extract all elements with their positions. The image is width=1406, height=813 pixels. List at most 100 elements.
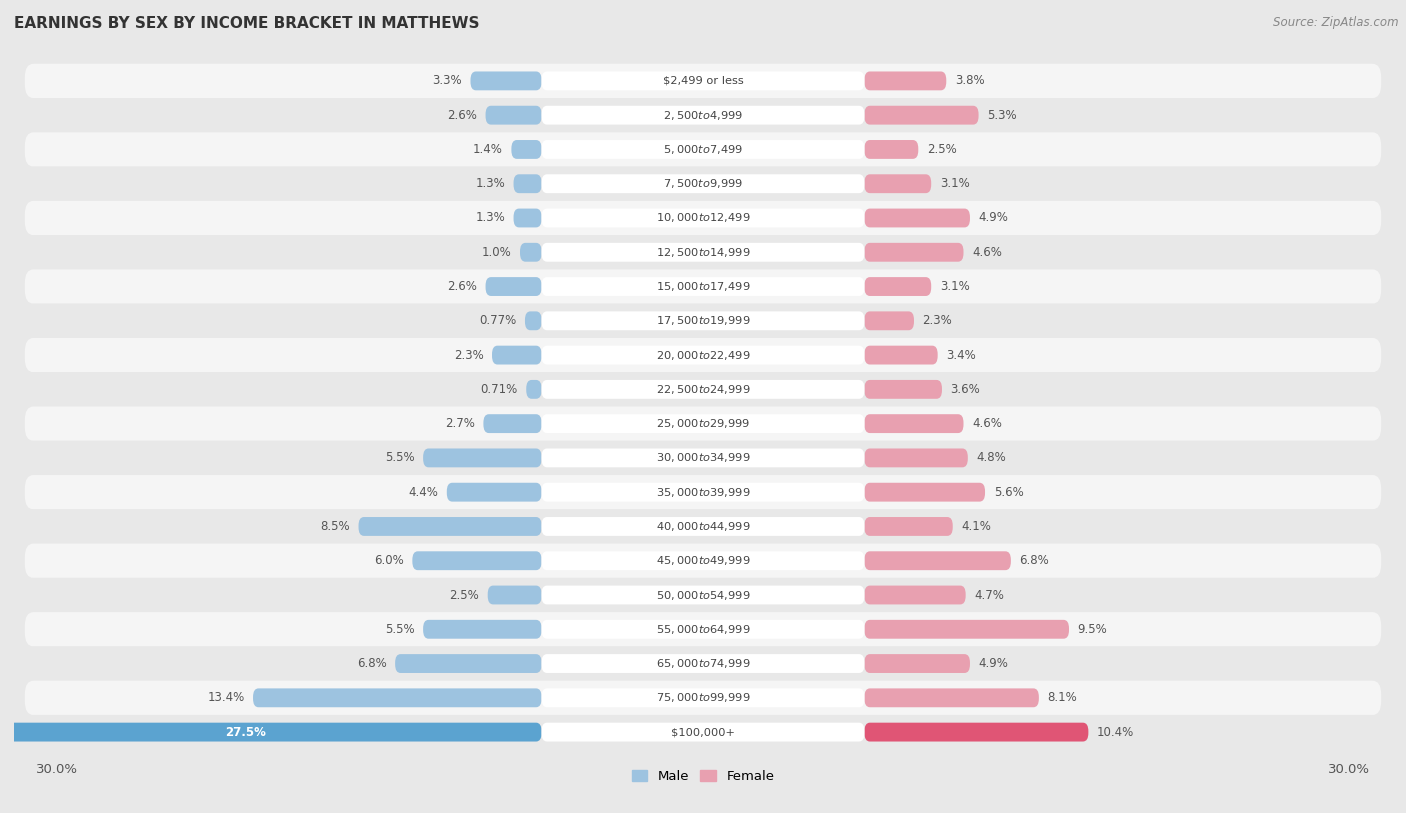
Text: 5.3%: 5.3% [987, 109, 1017, 122]
FancyBboxPatch shape [25, 646, 1381, 680]
FancyBboxPatch shape [541, 243, 865, 262]
FancyBboxPatch shape [865, 654, 970, 673]
Text: 2.3%: 2.3% [454, 349, 484, 362]
Text: 1.3%: 1.3% [475, 211, 505, 224]
FancyBboxPatch shape [865, 723, 1088, 741]
Text: 4.1%: 4.1% [962, 520, 991, 533]
Text: 2.6%: 2.6% [447, 280, 477, 293]
FancyBboxPatch shape [541, 414, 865, 433]
Text: 0.71%: 0.71% [481, 383, 517, 396]
Text: $20,000 to $22,499: $20,000 to $22,499 [655, 349, 751, 362]
Legend: Male, Female: Male, Female [626, 764, 780, 788]
FancyBboxPatch shape [513, 209, 541, 228]
Text: $7,500 to $9,999: $7,500 to $9,999 [664, 177, 742, 190]
Text: 3.6%: 3.6% [950, 383, 980, 396]
FancyBboxPatch shape [423, 620, 541, 639]
FancyBboxPatch shape [0, 723, 541, 741]
FancyBboxPatch shape [865, 483, 986, 502]
Text: $10,000 to $12,499: $10,000 to $12,499 [655, 211, 751, 224]
Text: 2.7%: 2.7% [444, 417, 475, 430]
FancyBboxPatch shape [412, 551, 541, 570]
Text: $2,499 or less: $2,499 or less [662, 76, 744, 86]
Text: 5.6%: 5.6% [994, 485, 1024, 498]
FancyBboxPatch shape [488, 585, 541, 604]
FancyBboxPatch shape [513, 174, 541, 193]
Text: 4.7%: 4.7% [974, 589, 1004, 602]
FancyBboxPatch shape [541, 209, 865, 228]
Text: 3.1%: 3.1% [939, 177, 970, 190]
FancyBboxPatch shape [25, 406, 1381, 441]
Text: EARNINGS BY SEX BY INCOME BRACKET IN MATTHEWS: EARNINGS BY SEX BY INCOME BRACKET IN MAT… [14, 16, 479, 31]
FancyBboxPatch shape [541, 311, 865, 330]
FancyBboxPatch shape [865, 414, 963, 433]
Text: $2,500 to $4,999: $2,500 to $4,999 [664, 109, 742, 122]
FancyBboxPatch shape [865, 551, 1011, 570]
Text: 4.9%: 4.9% [979, 657, 1008, 670]
Text: 1.4%: 1.4% [472, 143, 503, 156]
FancyBboxPatch shape [447, 483, 541, 502]
Text: 2.6%: 2.6% [447, 109, 477, 122]
FancyBboxPatch shape [25, 578, 1381, 612]
Text: 4.6%: 4.6% [972, 246, 1002, 259]
Text: $30,000 to $34,999: $30,000 to $34,999 [655, 451, 751, 464]
Text: $15,000 to $17,499: $15,000 to $17,499 [655, 280, 751, 293]
Text: 8.1%: 8.1% [1047, 691, 1077, 704]
FancyBboxPatch shape [25, 475, 1381, 509]
FancyBboxPatch shape [25, 544, 1381, 578]
Text: $55,000 to $64,999: $55,000 to $64,999 [655, 623, 751, 636]
Text: 2.5%: 2.5% [450, 589, 479, 602]
FancyBboxPatch shape [865, 346, 938, 364]
Text: Source: ZipAtlas.com: Source: ZipAtlas.com [1274, 16, 1399, 29]
FancyBboxPatch shape [541, 106, 865, 124]
FancyBboxPatch shape [25, 98, 1381, 133]
FancyBboxPatch shape [25, 133, 1381, 167]
Text: 13.4%: 13.4% [207, 691, 245, 704]
FancyBboxPatch shape [485, 106, 541, 124]
FancyBboxPatch shape [541, 380, 865, 399]
FancyBboxPatch shape [865, 277, 931, 296]
FancyBboxPatch shape [865, 620, 1069, 639]
FancyBboxPatch shape [541, 346, 865, 364]
FancyBboxPatch shape [512, 140, 541, 159]
FancyBboxPatch shape [865, 380, 942, 399]
Text: 1.0%: 1.0% [482, 246, 512, 259]
Text: $100,000+: $100,000+ [671, 727, 735, 737]
FancyBboxPatch shape [541, 723, 865, 741]
FancyBboxPatch shape [25, 304, 1381, 338]
Text: 6.8%: 6.8% [1019, 554, 1049, 567]
FancyBboxPatch shape [865, 449, 967, 467]
Text: $5,000 to $7,499: $5,000 to $7,499 [664, 143, 742, 156]
FancyBboxPatch shape [541, 72, 865, 90]
Text: 3.1%: 3.1% [939, 280, 970, 293]
Text: $40,000 to $44,999: $40,000 to $44,999 [655, 520, 751, 533]
FancyBboxPatch shape [395, 654, 541, 673]
Text: 9.5%: 9.5% [1077, 623, 1108, 636]
Text: $75,000 to $99,999: $75,000 to $99,999 [655, 691, 751, 704]
FancyBboxPatch shape [485, 277, 541, 296]
Text: 8.5%: 8.5% [321, 520, 350, 533]
Text: 3.3%: 3.3% [432, 75, 461, 88]
FancyBboxPatch shape [25, 372, 1381, 406]
Text: $65,000 to $74,999: $65,000 to $74,999 [655, 657, 751, 670]
FancyBboxPatch shape [526, 380, 541, 399]
FancyBboxPatch shape [25, 338, 1381, 372]
FancyBboxPatch shape [865, 689, 1039, 707]
FancyBboxPatch shape [865, 311, 914, 330]
FancyBboxPatch shape [25, 63, 1381, 98]
FancyBboxPatch shape [865, 174, 931, 193]
FancyBboxPatch shape [25, 235, 1381, 269]
FancyBboxPatch shape [25, 167, 1381, 201]
FancyBboxPatch shape [541, 449, 865, 467]
FancyBboxPatch shape [359, 517, 541, 536]
Text: $12,500 to $14,999: $12,500 to $14,999 [655, 246, 751, 259]
FancyBboxPatch shape [541, 140, 865, 159]
Text: $45,000 to $49,999: $45,000 to $49,999 [655, 554, 751, 567]
Text: $35,000 to $39,999: $35,000 to $39,999 [655, 485, 751, 498]
FancyBboxPatch shape [25, 441, 1381, 475]
Text: $50,000 to $54,999: $50,000 to $54,999 [655, 589, 751, 602]
FancyBboxPatch shape [865, 585, 966, 604]
FancyBboxPatch shape [541, 654, 865, 673]
FancyBboxPatch shape [25, 612, 1381, 646]
Text: 2.5%: 2.5% [927, 143, 956, 156]
Text: 4.9%: 4.9% [979, 211, 1008, 224]
